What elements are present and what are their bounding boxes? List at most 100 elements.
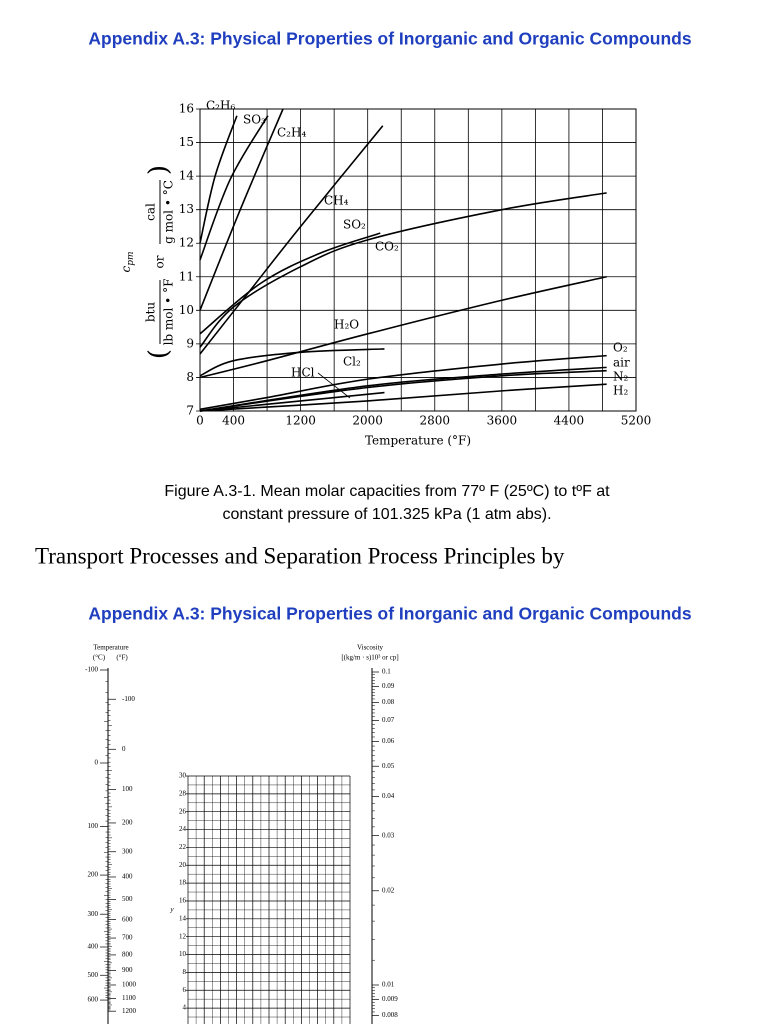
subscript: pm: [126, 251, 136, 265]
x-tick-label: 1200: [285, 414, 316, 428]
unit-numerator: btu: [144, 302, 158, 323]
y-tick-label: 7: [186, 404, 194, 418]
curve-label: N₂: [613, 370, 629, 384]
grid-y-tick-label: 20: [179, 861, 187, 869]
celsius-tick-label: 600: [88, 996, 99, 1004]
curve: [199, 115, 269, 261]
fahrenheit-tick-label: 800: [122, 951, 133, 959]
viscosity-tick-label: 0.01: [382, 981, 395, 989]
fahrenheit-tick-label: 200: [122, 819, 133, 827]
x-tick-label: 4400: [554, 414, 585, 428]
curve-label: CO₂: [375, 240, 399, 254]
grid-y-tick-label: 24: [179, 825, 187, 833]
viscosity-tick-label: 0.1: [382, 668, 391, 676]
grid-y-label: y: [169, 906, 174, 914]
y-tick-label: 15: [179, 135, 194, 149]
fahrenheit-tick-label: 400: [122, 873, 133, 881]
grid-y-tick-label: 6: [183, 986, 187, 994]
grid-y-tick-label: 28: [179, 789, 187, 797]
curve: [199, 383, 607, 412]
scale-unit: [(kg/m · s)10³ or cp]: [341, 654, 398, 662]
x-tick-label: 2000: [352, 414, 383, 428]
y-tick-label: 12: [179, 236, 194, 250]
x-tick-label: 5200: [621, 414, 652, 428]
scale-unit: (°F): [116, 654, 128, 662]
celsius-tick-label: 300: [88, 910, 99, 918]
grid-y-tick-label: 30: [179, 772, 187, 780]
curve-label: HCl: [291, 366, 315, 380]
viscosity-tick-label: 0.009: [382, 995, 398, 1003]
x-axis-label: Temperature (°F): [365, 434, 471, 448]
celsius-tick-label: 400: [88, 943, 99, 951]
fahrenheit-tick-label: 500: [122, 895, 133, 903]
grid-y-tick-label: 26: [179, 807, 187, 815]
viscosity-tick-label: 0.06: [382, 737, 395, 745]
curve-label: O₂: [613, 341, 628, 355]
curve-label: C₂H₄: [277, 126, 306, 140]
curve: [199, 391, 385, 412]
fahrenheit-tick-label: 100: [122, 785, 133, 793]
viscosity-tick-label: 0.07: [382, 716, 395, 724]
scale-title: Temperature: [93, 644, 128, 652]
fahrenheit-tick-label: 900: [122, 966, 133, 974]
unit-or: or: [153, 255, 167, 268]
unit-numerator: cal: [144, 203, 158, 221]
celsius-tick-label: 0: [95, 759, 99, 767]
curve-label: SO₂: [343, 218, 366, 232]
celsius-tick-label: -100: [85, 666, 98, 674]
curve: [199, 192, 607, 348]
curve: [199, 369, 607, 412]
paren: (: [144, 349, 174, 359]
fahrenheit-tick-label: 700: [122, 934, 133, 942]
fahrenheit-tick-label: 1200: [122, 1007, 137, 1015]
viscosity-tick-label: 0.04: [382, 792, 395, 800]
celsius-tick-label: 500: [88, 971, 99, 979]
viscosity-tick-label: 0.02: [382, 886, 395, 894]
curve: [199, 108, 284, 311]
y-tick-label: 14: [179, 169, 195, 183]
page-header: Appendix A.3: Physical Properties of Ino…: [88, 29, 691, 49]
x-tick-label: 2800: [419, 414, 450, 428]
y-tick-label: 13: [179, 202, 194, 216]
curve: [199, 115, 238, 244]
y-tick-label: 10: [179, 303, 194, 317]
fahrenheit-tick-label: 300: [122, 847, 133, 855]
y-label-symbol: cpm: [119, 251, 136, 272]
y-tick-label: 8: [186, 370, 194, 384]
y-axis-unit: btu lb mol • °F or cal g mol • °C ( ): [144, 165, 176, 359]
fahrenheit-tick-label: 0: [122, 745, 126, 753]
book-title: Transport Processes and Separation Proce…: [35, 543, 565, 568]
y-tick-label: 16: [179, 102, 194, 116]
curve: [199, 232, 381, 335]
curve: [199, 354, 607, 411]
grid-y-tick-label: 22: [179, 843, 187, 851]
curve-label: H₂O: [334, 318, 359, 332]
unit-denominator: lb mol • °F: [162, 279, 176, 346]
y-axis-label: cpm: [119, 251, 136, 272]
fahrenheit-tick-label: -100: [122, 695, 135, 703]
paren: ): [144, 165, 174, 175]
x-tick-label: 3600: [487, 414, 518, 428]
curve-label: C₂H₆: [206, 99, 235, 113]
viscosity-tick-label: 0.05: [382, 762, 395, 770]
y-tick-label: 9: [186, 336, 194, 350]
curve-label: air: [613, 356, 630, 370]
curve-label: CH₄: [324, 194, 349, 208]
curve-label: Cl₂: [343, 355, 361, 369]
fahrenheit-tick-label: 1100: [122, 994, 136, 1002]
curve: [199, 348, 385, 377]
figure-caption: Figure A.3-1. Mean molar capacities from…: [164, 483, 610, 500]
grid-y-tick-label: 16: [179, 897, 187, 905]
celsius-tick-label: 200: [88, 871, 99, 879]
symbol: c: [119, 266, 133, 273]
x-tick-label: 0: [196, 414, 204, 428]
grid-y-tick-label: 4: [183, 1004, 187, 1012]
viscosity-tick-label: 0.008: [382, 1011, 398, 1019]
viscosity-tick-label: 0.09: [382, 682, 395, 690]
x-tick-label: 400: [222, 414, 245, 428]
grid-y-tick-label: 8: [183, 968, 187, 976]
plot-area: [199, 108, 637, 412]
fahrenheit-tick-label: 600: [122, 915, 133, 923]
